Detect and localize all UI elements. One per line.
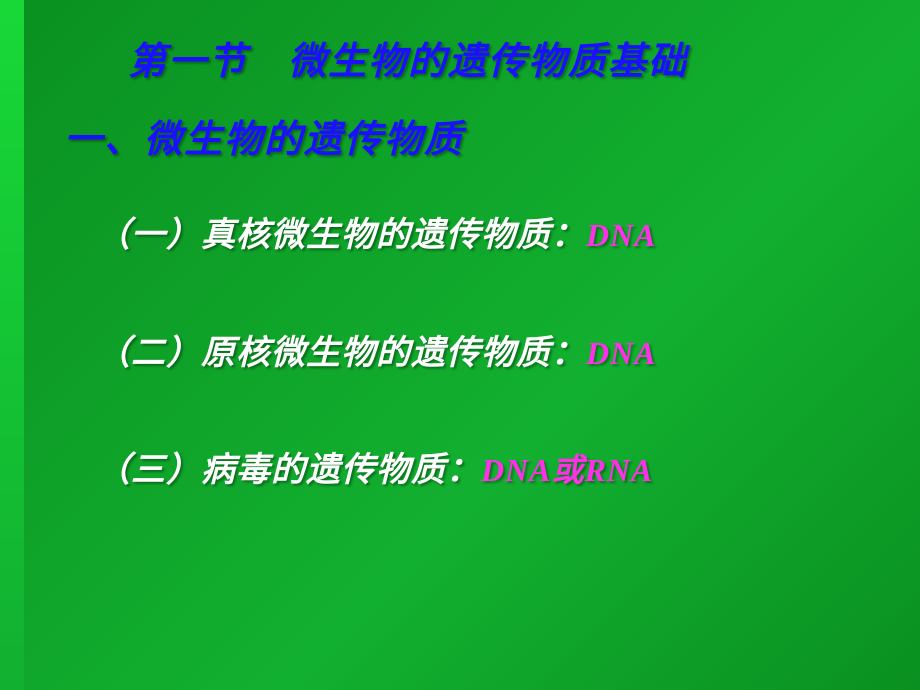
- bullet-line-1-text: （一）真核微生物的遗传物质：: [96, 217, 586, 254]
- bullet-line-3-highlight: DNA或RNA: [481, 452, 653, 488]
- bullet-line-2-text: （二）原核微生物的遗传物质：: [96, 335, 586, 372]
- section-title: 第一节 微生物的遗传物质基础: [128, 30, 688, 85]
- bullet-line-3-text: （三）病毒的遗传物质：: [96, 452, 481, 489]
- section-title-text: 第一节 微生物的遗传物质基础: [128, 41, 688, 83]
- bullet-line-1-highlight: DNA: [586, 217, 657, 253]
- slide-content: 第一节 微生物的遗传物质基础 一、微生物的遗传物质 （一）真核微生物的遗传物质：…: [0, 0, 920, 690]
- topic-heading: 一、微生物的遗传物质: [64, 108, 464, 163]
- bullet-line-3: （三）病毒的遗传物质：DNA或RNA: [96, 442, 653, 491]
- bullet-line-2-highlight: DNA: [586, 335, 657, 371]
- topic-heading-text: 一、微生物的遗传物质: [64, 119, 464, 161]
- bullet-line-2: （二）原核微生物的遗传物质：DNA: [96, 325, 657, 374]
- bullet-line-1: （一）真核微生物的遗传物质：DNA: [96, 207, 657, 256]
